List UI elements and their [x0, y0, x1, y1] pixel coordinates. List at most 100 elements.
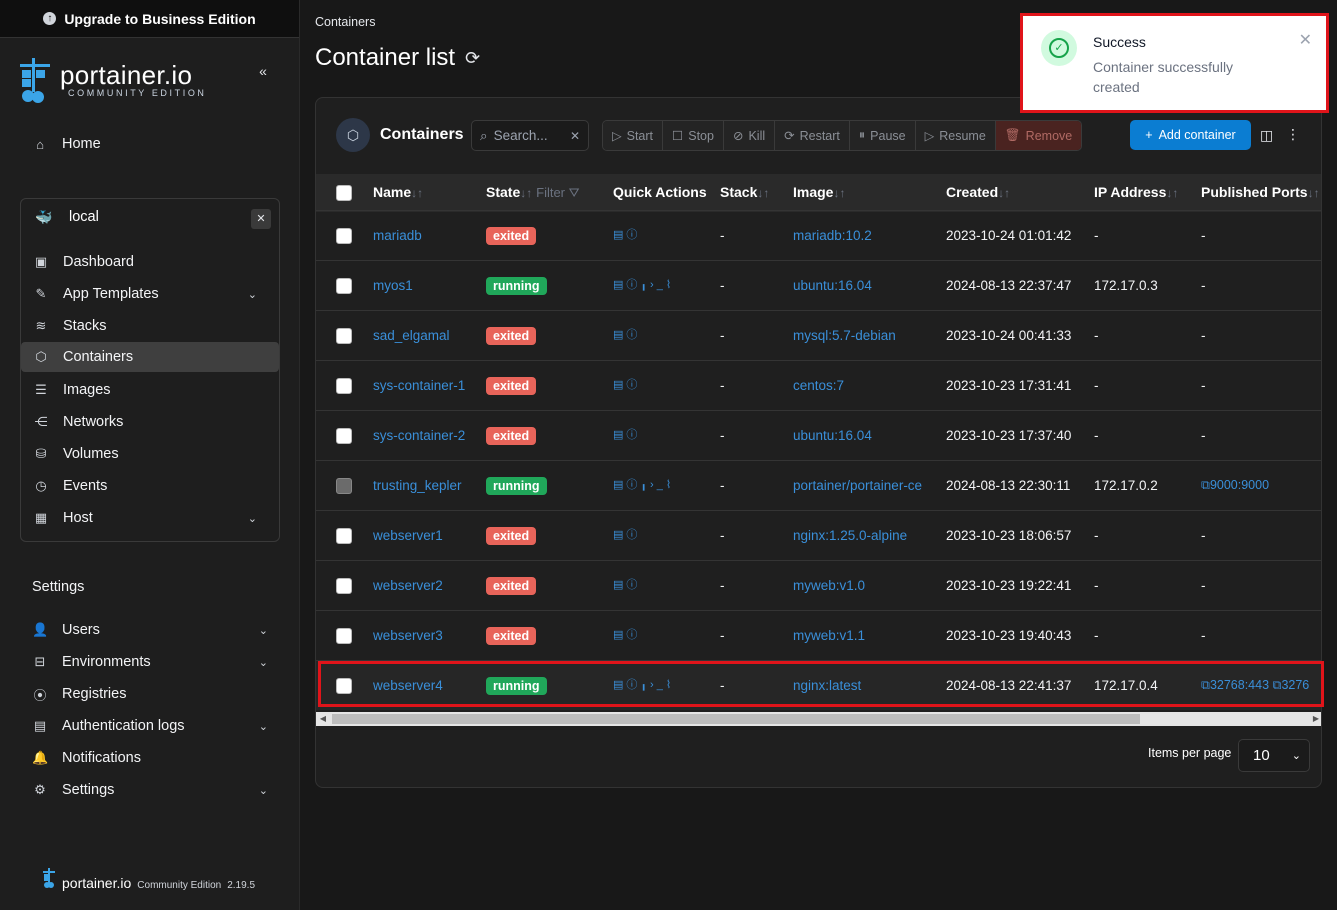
container-name-link[interactable]: webserver4 [373, 678, 443, 693]
row-checkbox[interactable] [336, 528, 352, 544]
collapse-sidebar-button[interactable]: « [259, 63, 267, 79]
logs-icon[interactable]: ▤ [613, 529, 627, 541]
image-link[interactable]: mariadb:10.2 [793, 228, 872, 243]
sidebar-item-users[interactable]: 👤 Users ⌄ [32, 618, 268, 642]
image-link[interactable]: myweb:v1.1 [793, 628, 866, 643]
resume-button[interactable]: ▷ Resume [915, 121, 996, 150]
row-checkbox[interactable] [336, 428, 352, 444]
column-created[interactable]: Created↓↑ [946, 184, 1011, 200]
sidebar-item-dashboard[interactable]: ▣ Dashboard [33, 247, 269, 277]
close-environment-button[interactable]: ✕ [251, 209, 271, 229]
info-icon[interactable]: ⓘ [626, 229, 641, 241]
container-name-link[interactable]: sys-container-2 [373, 428, 466, 443]
stats-icon[interactable]: ╻ [640, 279, 651, 291]
column-stack[interactable]: Stack↓↑ [720, 184, 770, 200]
sidebar-item-environments[interactable]: ⊟ Environments ⌄ [32, 650, 268, 674]
row-checkbox[interactable] [336, 278, 352, 294]
logs-icon[interactable]: ▤ [613, 629, 627, 641]
upgrade-banner[interactable]: ↑ Upgrade to Business Edition [0, 0, 299, 38]
info-icon[interactable]: ⓘ [626, 529, 641, 541]
row-checkbox[interactable] [336, 578, 352, 594]
more-options-icon[interactable]: ⋮ [1286, 126, 1300, 142]
info-icon[interactable]: ⓘ [626, 329, 641, 341]
sidebar-item-volumes[interactable]: ⛁ Volumes [33, 439, 269, 469]
column-name[interactable]: Name↓↑ [373, 184, 424, 200]
brand-logo[interactable]: portainer.io COMMUNITY EDITION « [18, 56, 282, 106]
sidebar-item-settings[interactable]: ⚙ Settings ⌄ [32, 778, 268, 802]
image-link[interactable]: ubuntu:16.04 [793, 428, 872, 443]
image-link[interactable]: centos:7 [793, 378, 845, 393]
container-name-link[interactable]: trusting_kepler [373, 478, 462, 493]
container-name-link[interactable]: webserver1 [373, 528, 443, 543]
close-icon[interactable]: ✕ [1298, 32, 1312, 49]
info-icon[interactable]: ⓘ [626, 629, 641, 641]
horizontal-scrollbar[interactable]: ◀ ▶ [316, 712, 1321, 726]
sidebar-item-images[interactable]: ☰ Images [33, 375, 269, 405]
stats-icon[interactable]: ╻ [640, 479, 651, 491]
sidebar-item-host[interactable]: ▦ Host ⌄ [33, 503, 269, 533]
column-image[interactable]: Image↓↑ [793, 184, 846, 200]
sidebar-item-stacks[interactable]: ≋ Stacks [33, 311, 269, 341]
row-checkbox[interactable] [336, 378, 352, 394]
info-icon[interactable]: ⓘ [626, 579, 641, 591]
sidebar-item-networks[interactable]: ⋲ Networks [33, 407, 269, 437]
image-link[interactable]: nginx:1.25.0-alpine [793, 528, 908, 543]
state-filter[interactable]: Filter ⛛ [536, 185, 580, 200]
logs-icon[interactable]: ▤ [613, 679, 627, 691]
scroll-right-icon[interactable]: ▶ [1312, 714, 1320, 723]
sidebar-item-notifications[interactable]: 🔔 Notifications [32, 746, 268, 770]
console-icon[interactable]: ›_ [650, 479, 666, 491]
stop-button[interactable]: ☐ Stop [663, 121, 724, 150]
kill-button[interactable]: ⊘ Kill [723, 121, 776, 150]
image-link[interactable]: ubuntu:16.04 [793, 278, 872, 293]
published-port-link[interactable]: ⧉9000:9000 [1201, 478, 1270, 492]
stats-icon[interactable]: ╻ [640, 679, 651, 691]
container-name-link[interactable]: sys-container-1 [373, 378, 466, 393]
image-link[interactable]: mysql:5.7-debian [793, 328, 896, 343]
clear-icon[interactable]: ✕ [569, 128, 580, 143]
row-checkbox[interactable] [336, 228, 352, 244]
info-icon[interactable]: ⓘ [626, 279, 641, 291]
scrollbar-thumb[interactable] [332, 714, 1140, 724]
remove-button[interactable]: 🗑 Remove [995, 121, 1082, 150]
attach-icon[interactable]: ⌇ [665, 279, 675, 291]
attach-icon[interactable]: ⌇ [665, 679, 675, 691]
column-ip-address[interactable]: IP Address↓↑ [1094, 184, 1179, 200]
container-name-link[interactable]: mariadb [373, 228, 422, 243]
info-icon[interactable]: ⓘ [626, 679, 641, 691]
logs-icon[interactable]: ▤ [613, 329, 627, 341]
sidebar-item-authentication-logs[interactable]: ▤ Authentication logs ⌄ [32, 714, 268, 738]
add-container-button[interactable]: + Add container [1130, 120, 1251, 150]
info-icon[interactable]: ⓘ [626, 479, 641, 491]
sidebar-item-registries[interactable]: ⦿ Registries [32, 682, 268, 706]
refresh-icon[interactable]: ⟳ [465, 47, 481, 68]
logs-icon[interactable]: ▤ [613, 579, 627, 591]
logs-icon[interactable]: ▤ [613, 479, 627, 491]
attach-icon[interactable]: ⌇ [665, 479, 675, 491]
restart-button[interactable]: ⟳ Restart [775, 121, 850, 150]
logs-icon[interactable]: ▤ [613, 429, 627, 441]
console-icon[interactable]: ›_ [650, 279, 666, 291]
search-input[interactable]: ⌕ Search... ✕ [471, 120, 589, 151]
pause-button[interactable]: ⏸ Pause [849, 121, 916, 150]
row-checkbox[interactable] [336, 628, 352, 644]
sidebar-item-home[interactable]: ⌂ Home [32, 132, 101, 156]
container-name-link[interactable]: myos1 [373, 278, 413, 293]
sidebar-item-app-templates[interactable]: ✎ App Templates ⌄ [33, 279, 269, 309]
row-checkbox[interactable] [336, 328, 352, 344]
column-published-ports[interactable]: Published Ports↓↑ [1201, 184, 1320, 200]
row-checkbox[interactable] [336, 678, 352, 694]
items-per-page-select[interactable]: 10 ⌄ [1238, 739, 1310, 772]
container-name-link[interactable]: sad_elgamal [373, 328, 450, 343]
column-state[interactable]: State↓↑ Filter ⛛ [486, 184, 580, 200]
info-icon[interactable]: ⓘ [626, 429, 641, 441]
scroll-left-icon[interactable]: ◀ [319, 714, 327, 723]
logs-icon[interactable]: ▤ [613, 279, 627, 291]
image-link[interactable]: portainer/portainer-ce [793, 478, 923, 493]
info-icon[interactable]: ⓘ [626, 379, 641, 391]
published-port-link[interactable]: ⧉32768:443 ⧉3276 [1201, 678, 1310, 692]
container-name-link[interactable]: webserver2 [373, 578, 443, 593]
image-link[interactable]: myweb:v1.0 [793, 578, 866, 593]
sidebar-item-events[interactable]: ◷ Events [33, 471, 269, 501]
select-all-checkbox[interactable] [336, 185, 352, 201]
